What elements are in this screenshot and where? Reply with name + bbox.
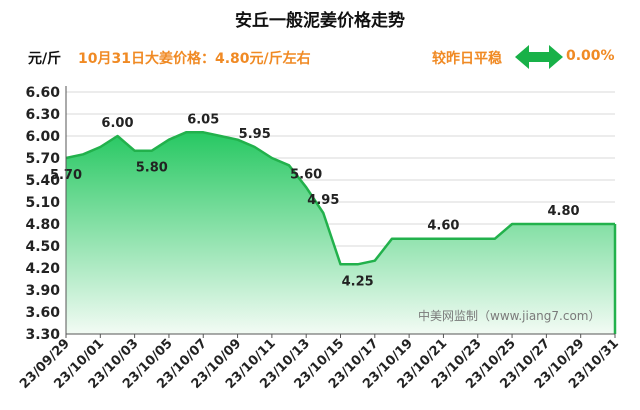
price-note: 10月31日大姜价格：4.80元/斤左右 bbox=[78, 51, 311, 67]
data-labels: 5.706.005.806.055.955.604.954.254.604.80 bbox=[50, 112, 580, 289]
y-tick-label: 5.40 bbox=[25, 173, 60, 189]
y-tick-label: 6.60 bbox=[25, 85, 60, 101]
y-tick-label: 4.80 bbox=[25, 217, 60, 233]
watermark: 中美网监制（www.jiang7.com） bbox=[418, 309, 601, 323]
data-label: 6.05 bbox=[187, 112, 219, 127]
data-label: 4.95 bbox=[307, 193, 339, 208]
series-line bbox=[65, 131, 615, 266]
y-tick-label: 5.70 bbox=[25, 151, 60, 167]
area-fill bbox=[66, 132, 615, 334]
data-label: 5.80 bbox=[136, 161, 168, 176]
area-series bbox=[65, 131, 617, 334]
data-label: 4.25 bbox=[342, 274, 374, 289]
data-label: 5.60 bbox=[290, 167, 322, 182]
y-tick-label: 3.30 bbox=[25, 327, 60, 343]
chart-title: 安丘一般泥姜价格走势 bbox=[235, 11, 405, 31]
data-label: 4.60 bbox=[427, 219, 459, 234]
y-tick-label: 5.10 bbox=[25, 195, 60, 211]
data-label: 6.00 bbox=[101, 116, 133, 131]
y-tick-label: 4.50 bbox=[25, 239, 60, 255]
data-label: 4.80 bbox=[547, 204, 579, 219]
compare-label: 较昨日平稳 bbox=[432, 51, 502, 67]
change-percent: 0.00% bbox=[566, 48, 615, 64]
y-tick-label: 6.30 bbox=[25, 107, 60, 123]
unit-label: 元/斤 bbox=[28, 51, 62, 67]
y-tick-label: 3.90 bbox=[25, 283, 60, 299]
y-tick-label: 6.00 bbox=[25, 129, 60, 145]
data-label: 5.95 bbox=[239, 127, 271, 142]
y-tick-label: 4.20 bbox=[25, 261, 60, 277]
y-tick-label: 3.60 bbox=[25, 305, 60, 321]
left-right-arrow-icon bbox=[515, 45, 563, 69]
